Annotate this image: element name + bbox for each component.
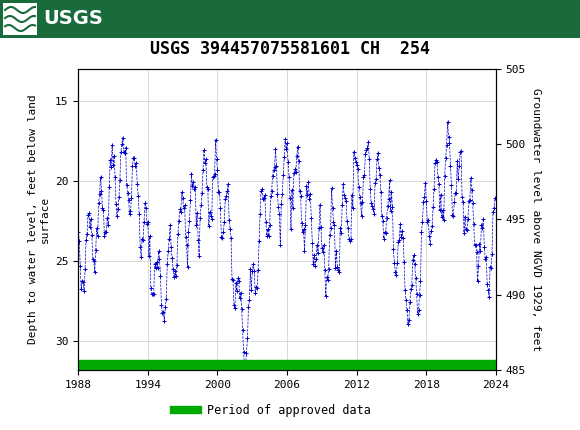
Bar	[3, 3, 37, 35]
Text: USGS: USGS	[43, 9, 103, 28]
Text: USGS 394457075581601 CH  254: USGS 394457075581601 CH 254	[150, 40, 430, 58]
Y-axis label: Groundwater level above NGVD 1929, feet: Groundwater level above NGVD 1929, feet	[531, 88, 541, 351]
Y-axis label: Depth to water level, feet below land
surface: Depth to water level, feet below land su…	[28, 95, 49, 344]
Bar	[78, 360, 496, 370]
Legend: Period of approved data: Period of approved data	[169, 399, 376, 422]
